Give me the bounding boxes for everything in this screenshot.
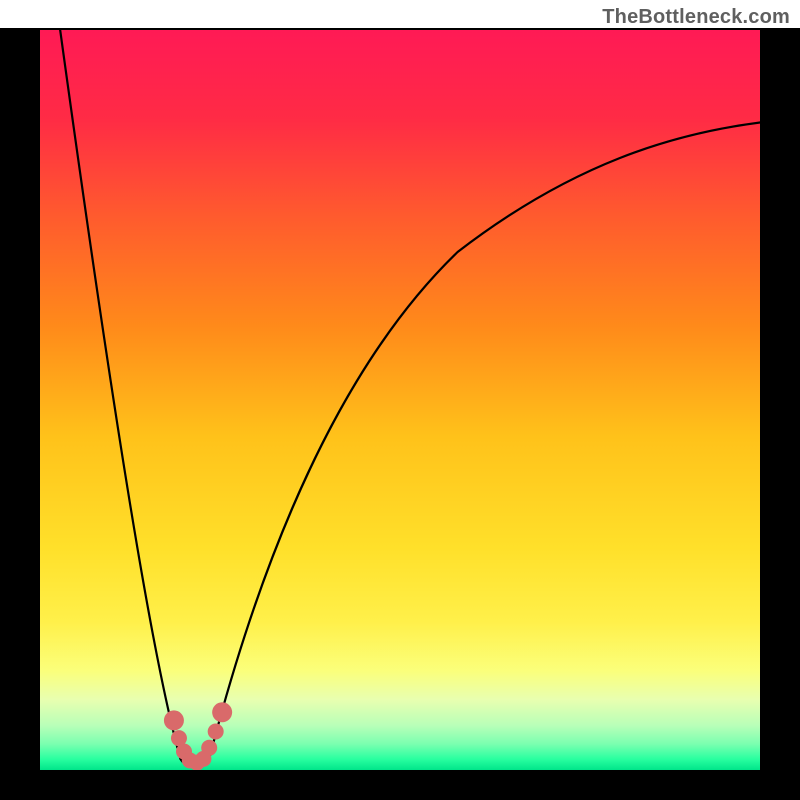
bottom-marker [212, 702, 232, 722]
watermark-text: TheBottleneck.com [602, 6, 790, 29]
gradient-background [40, 30, 760, 770]
bottom-marker [164, 710, 184, 730]
bottom-marker [201, 740, 217, 756]
bottom-marker [208, 724, 224, 740]
chart-container: TheBottleneck.com [0, 0, 800, 800]
chart-svg [0, 0, 800, 800]
plot-area [40, 30, 760, 771]
